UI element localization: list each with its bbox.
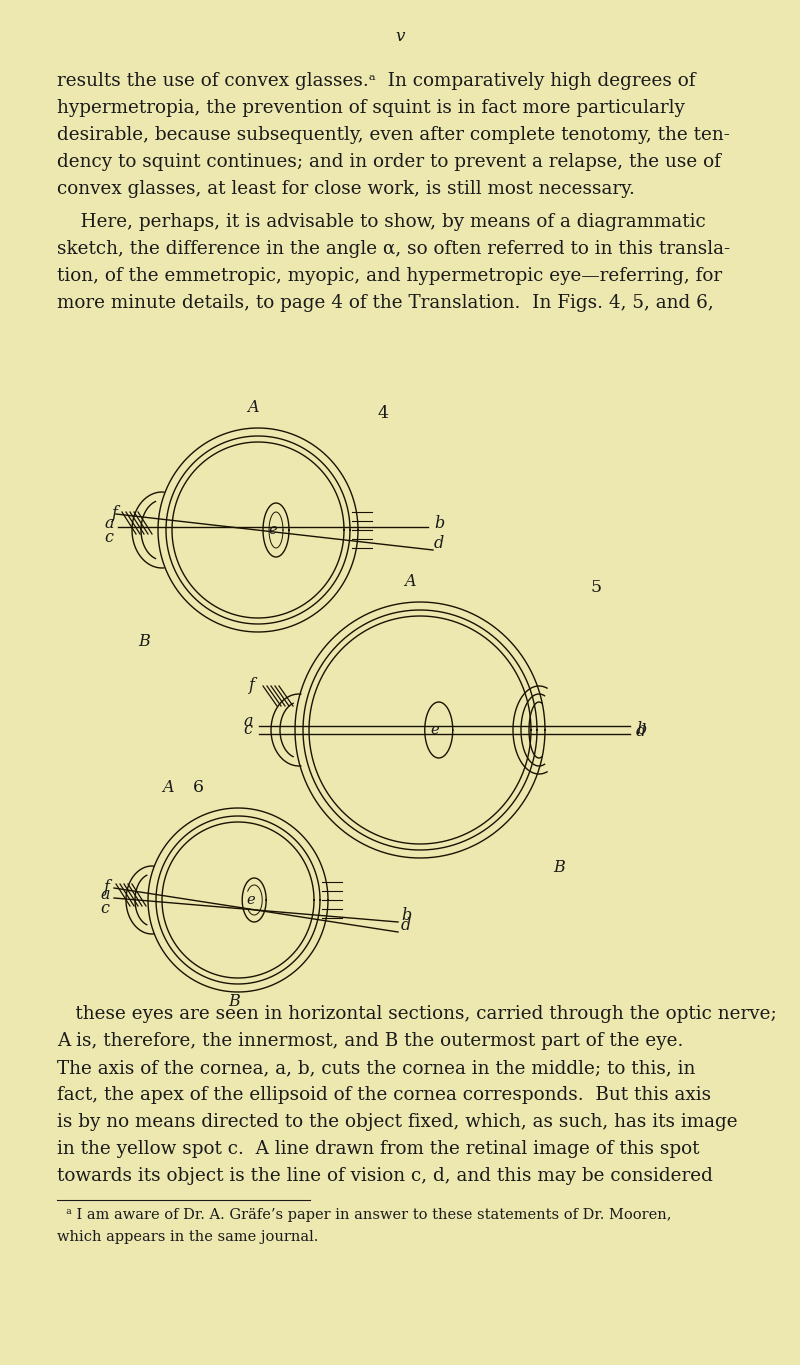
Text: is by no means directed to the object fixed, which, as such, has its image: is by no means directed to the object fi… [57, 1112, 738, 1132]
Text: B: B [228, 992, 240, 1010]
Text: e: e [246, 893, 255, 906]
Text: f: f [249, 677, 255, 693]
Text: d: d [636, 723, 646, 740]
Text: ᵃ I am aware of Dr. A. Gräfe’s paper in answer to these statements of Dr. Mooren: ᵃ I am aware of Dr. A. Gräfe’s paper in … [57, 1208, 671, 1222]
Text: v: v [395, 29, 405, 45]
Text: c: c [104, 530, 113, 546]
Text: d: d [434, 535, 444, 551]
Text: desirable, because subsequently, even after complete tenotomy, the ten-: desirable, because subsequently, even af… [57, 126, 730, 143]
Text: sketch, the difference in the angle α, so often referred to in this transla-: sketch, the difference in the angle α, s… [57, 240, 730, 258]
Text: in the yellow spot c.  A line drawn from the retinal image of this spot: in the yellow spot c. A line drawn from … [57, 1140, 699, 1158]
Text: A: A [404, 573, 416, 590]
Text: a: a [104, 515, 114, 532]
Text: f: f [104, 879, 110, 895]
Text: c: c [100, 900, 109, 917]
Text: b: b [401, 906, 411, 924]
Text: d: d [401, 917, 411, 934]
Text: a: a [243, 713, 253, 730]
Text: tion, of the emmetropic, myopic, and hypermetropic eye—referring, for: tion, of the emmetropic, myopic, and hyp… [57, 268, 722, 285]
Text: e: e [430, 723, 439, 737]
Text: fact, the apex of the ellipsoid of the cornea corresponds.  But this axis: fact, the apex of the ellipsoid of the c… [57, 1087, 711, 1104]
Text: B: B [553, 859, 565, 876]
Text: hypermetropia, the prevention of squint is in fact more particularly: hypermetropia, the prevention of squint … [57, 100, 685, 117]
Text: 5: 5 [590, 579, 601, 597]
Text: b: b [636, 721, 646, 738]
Text: Here, perhaps, it is advisable to show, by means of a diagrammatic: Here, perhaps, it is advisable to show, … [57, 213, 706, 231]
Text: convex glasses, at least for close work, is still most necessary.: convex glasses, at least for close work,… [57, 180, 635, 198]
Text: A: A [162, 779, 174, 796]
Text: a: a [100, 886, 110, 904]
Text: b: b [434, 515, 444, 532]
Text: The axis of the cornea, a, b, cuts the cornea in the middle; to this, in: The axis of the cornea, a, b, cuts the c… [57, 1059, 695, 1077]
Text: these eyes are seen in horizontal sections, carried through the optic nerve;: these eyes are seen in horizontal sectio… [57, 1005, 777, 1022]
Text: results the use of convex glasses.ᵃ  In comparatively high degrees of: results the use of convex glasses.ᵃ In c… [57, 72, 695, 90]
Text: which appears in the same journal.: which appears in the same journal. [57, 1230, 318, 1244]
Text: A is, therefore, the innermost, and B the outermost part of the eye.: A is, therefore, the innermost, and B th… [57, 1032, 683, 1050]
Text: B: B [138, 633, 150, 650]
Text: e: e [268, 523, 277, 536]
Text: f: f [112, 505, 118, 521]
Text: 4: 4 [378, 405, 389, 422]
Text: 6: 6 [193, 779, 204, 796]
Text: A: A [247, 399, 258, 416]
Text: c: c [243, 721, 252, 738]
Text: more minute details, to page 4 of the Translation.  In Figs. 4, 5, and 6,: more minute details, to page 4 of the Tr… [57, 293, 714, 313]
Text: dency to squint continues; and in order to prevent a relapse, the use of: dency to squint continues; and in order … [57, 153, 721, 171]
Text: towards its object is the line of vision c, d, and this may be considered: towards its object is the line of vision… [57, 1167, 713, 1185]
